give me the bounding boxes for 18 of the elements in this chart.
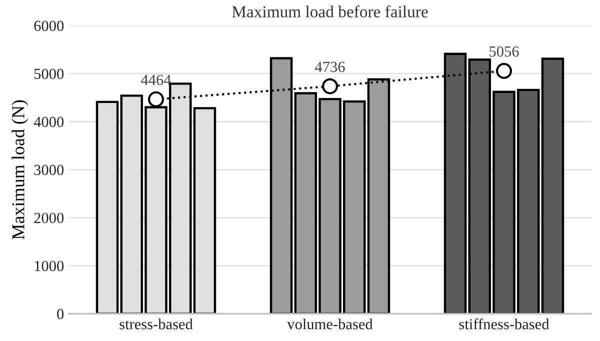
y-tick-label: 0 <box>57 308 64 320</box>
data-label: 4464 <box>141 74 172 86</box>
x-tick-label: stiffness-based <box>459 318 550 330</box>
chart-title: Maximum load before failure <box>232 6 428 18</box>
data-label: 5056 <box>490 46 519 57</box>
point <box>148 91 164 108</box>
y-tick-label: 1000 <box>34 260 64 272</box>
y-tick-label: 4000 <box>34 116 64 128</box>
y-tick-label: 3000 <box>34 164 64 176</box>
data-label: 4736 <box>315 62 345 72</box>
x-tick-label: volume-based <box>287 318 373 330</box>
point <box>322 78 338 94</box>
y-tick-label: 2000 <box>34 212 64 224</box>
y-axis-title: Maximum load (N) <box>12 100 28 240</box>
y-tick-label: 5000 <box>34 68 64 80</box>
y-tick-label: 6000 <box>34 20 64 32</box>
x-tick-label: stress-based <box>120 318 193 330</box>
point <box>496 62 512 79</box>
